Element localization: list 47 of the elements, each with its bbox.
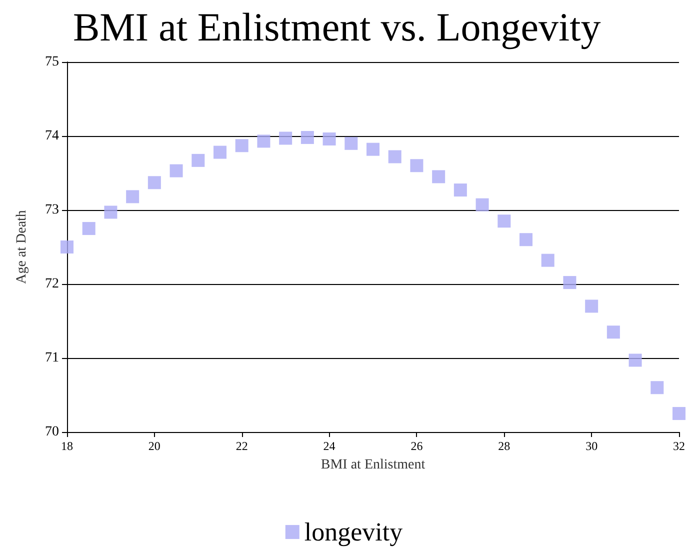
point	[520, 233, 532, 246]
y-tick-label: 75	[45, 54, 59, 70]
x-tick-label: 30	[586, 439, 598, 453]
legend-label: longevity	[304, 518, 403, 546]
point	[82, 222, 96, 235]
y-tick-label: 71	[45, 350, 59, 366]
point	[476, 198, 489, 212]
y-axis-title: Age at Death	[14, 210, 30, 284]
point	[388, 150, 402, 164]
y-tick-label: 70	[45, 424, 59, 440]
point	[541, 254, 554, 267]
point	[126, 190, 140, 204]
x-tick-label: 26	[410, 439, 423, 453]
point	[322, 132, 336, 146]
point	[498, 214, 511, 228]
point	[170, 164, 183, 178]
point	[300, 130, 314, 144]
point	[366, 142, 380, 156]
point	[60, 240, 74, 254]
point	[585, 300, 598, 313]
point	[454, 184, 467, 197]
y-tick-label: 74	[45, 128, 59, 144]
point	[628, 354, 642, 367]
point	[432, 170, 446, 184]
x-tick-label: 18	[61, 439, 73, 453]
x-axis-title: BMI at Enlistment	[320, 458, 426, 472]
x-tick-label: 24	[323, 439, 336, 453]
x-tick-label: 20	[148, 439, 160, 453]
point	[104, 206, 118, 219]
y-tick-label: 72	[45, 276, 59, 292]
point	[148, 176, 161, 190]
point	[650, 381, 664, 394]
chart-title: BMI at Enlistment vs. Longevity	[73, 4, 601, 50]
point	[192, 154, 205, 167]
x-tick-label: 32	[673, 439, 685, 453]
point	[563, 276, 576, 290]
x-tick-label: 22	[236, 439, 248, 453]
point	[672, 407, 686, 420]
y-tick-label: 73	[45, 202, 59, 218]
x-tick-label: 28	[498, 439, 510, 453]
point	[344, 136, 358, 150]
point	[410, 159, 424, 172]
point	[606, 326, 620, 339]
point	[214, 146, 226, 159]
point	[279, 132, 292, 145]
point	[257, 134, 270, 148]
point	[235, 139, 248, 152]
